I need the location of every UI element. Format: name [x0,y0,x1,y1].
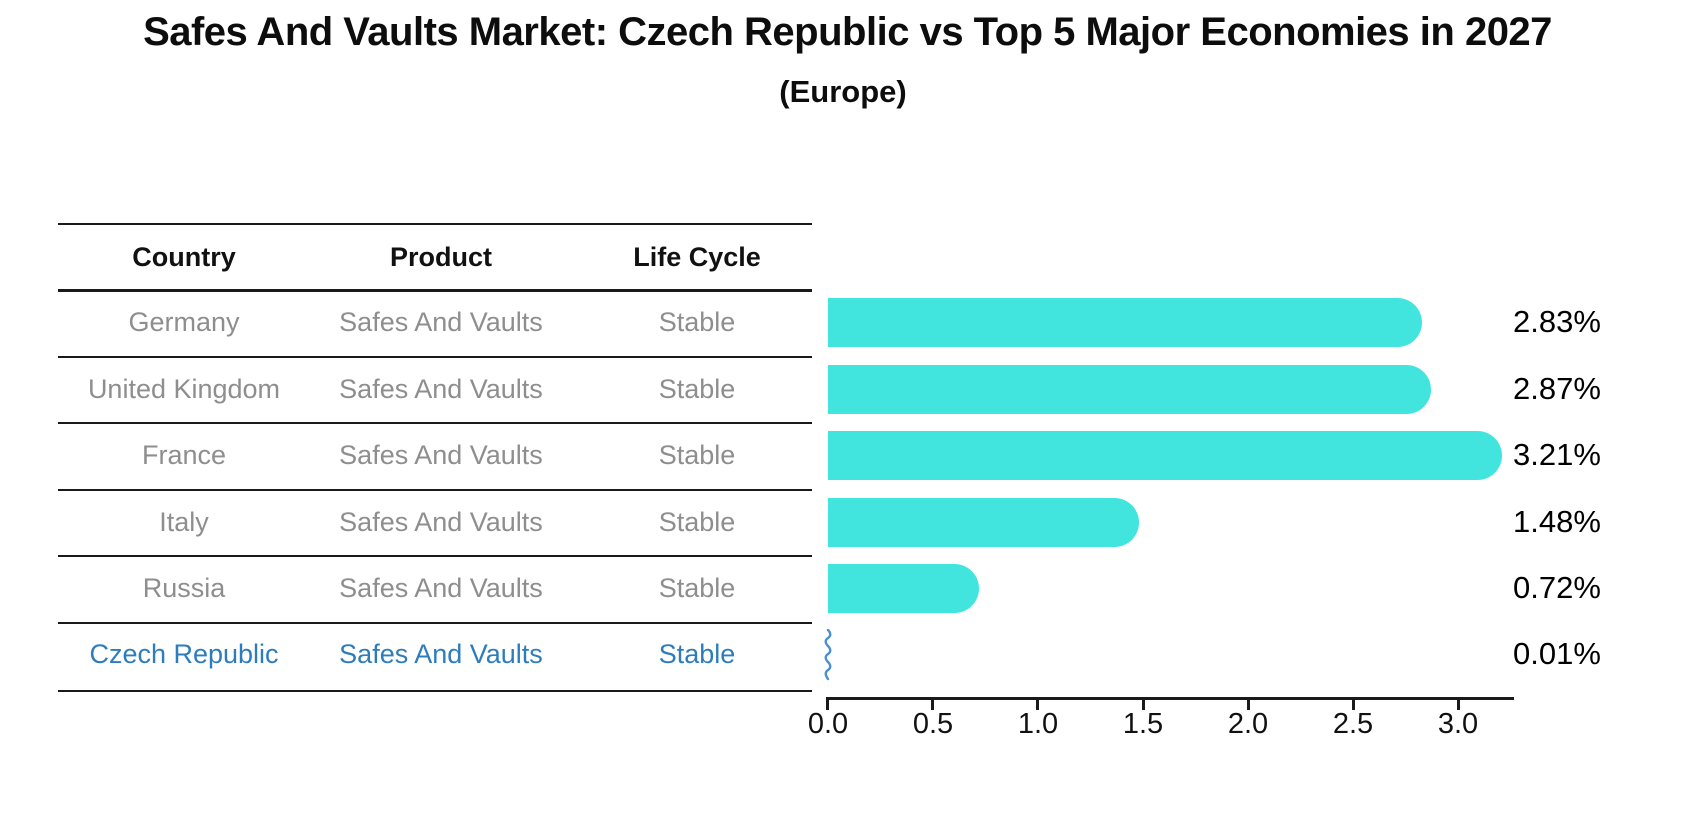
table-header-divider [58,289,812,292]
x-axis-line [826,697,1514,700]
table-top-border [58,223,812,225]
product-cell: Safes And Vaults [339,440,543,470]
country-cell: Russia [142,573,226,603]
product-cell: Safes And Vaults [339,573,543,603]
x-axis-tick [1036,700,1039,710]
x-axis-tick [931,700,934,710]
x-axis-tick [1142,700,1145,710]
table-row-divider [58,356,812,358]
value-label: 2.87% [1513,371,1601,406]
x-axis-tick-label: 0.5 [912,708,954,740]
bar-germany [828,298,1423,347]
table-row-divider [58,622,812,624]
life-cycle-cell: Stable [658,374,736,404]
x-axis-tick-label: 1.5 [1122,708,1164,740]
x-axis-tick-label: 2.5 [1332,708,1374,740]
value-label: 0.72% [1513,570,1601,605]
x-axis-tick [826,700,829,710]
table-bottom-border [58,690,812,692]
product-cell: Safes And Vaults [339,307,543,337]
chart-title: Safes And Vaults Market: Czech Republic … [143,10,1552,54]
product-cell: Safes And Vaults [339,507,543,537]
value-label: 2.83% [1513,304,1601,339]
bar-czech-republic-squiggle [824,629,832,681]
column-header-life-cycle: Life Cycle [633,242,761,272]
column-header-country: Country [132,242,236,272]
country-cell: Czech Republic [89,639,279,669]
x-axis-tick-label: 0.0 [807,708,849,740]
bar-russia [828,564,980,613]
country-cell: Italy [159,507,209,537]
bar-italy [828,498,1139,547]
chart-subtitle: (Europe) [779,74,907,109]
country-cell: United Kingdom [87,374,281,404]
x-axis-tick [1352,700,1355,710]
product-cell: Safes And Vaults [339,639,543,669]
bar-united-kingdom [828,365,1431,414]
x-axis-tick-label: 3.0 [1437,708,1479,740]
life-cycle-cell: Stable [658,507,736,537]
x-axis-tick-label: 1.0 [1017,708,1059,740]
life-cycle-cell: Stable [658,307,736,337]
product-cell: Safes And Vaults [339,374,543,404]
x-axis-tick-label: 2.0 [1227,708,1269,740]
x-axis-tick [1457,700,1460,710]
value-label: 3.21% [1513,437,1601,472]
value-label: 0.01% [1513,636,1601,671]
life-cycle-cell: Stable [658,573,736,603]
table-row-divider [58,489,812,491]
country-cell: Germany [128,307,240,337]
life-cycle-cell: Stable [658,440,736,470]
country-cell: France [141,440,227,470]
table-row-divider [58,555,812,557]
column-header-product: Product [389,242,492,272]
life-cycle-cell: Stable [658,639,736,669]
table-row-divider [58,422,812,424]
x-axis-tick [1247,700,1250,710]
bar-france [828,431,1503,480]
value-label: 1.48% [1513,504,1601,539]
